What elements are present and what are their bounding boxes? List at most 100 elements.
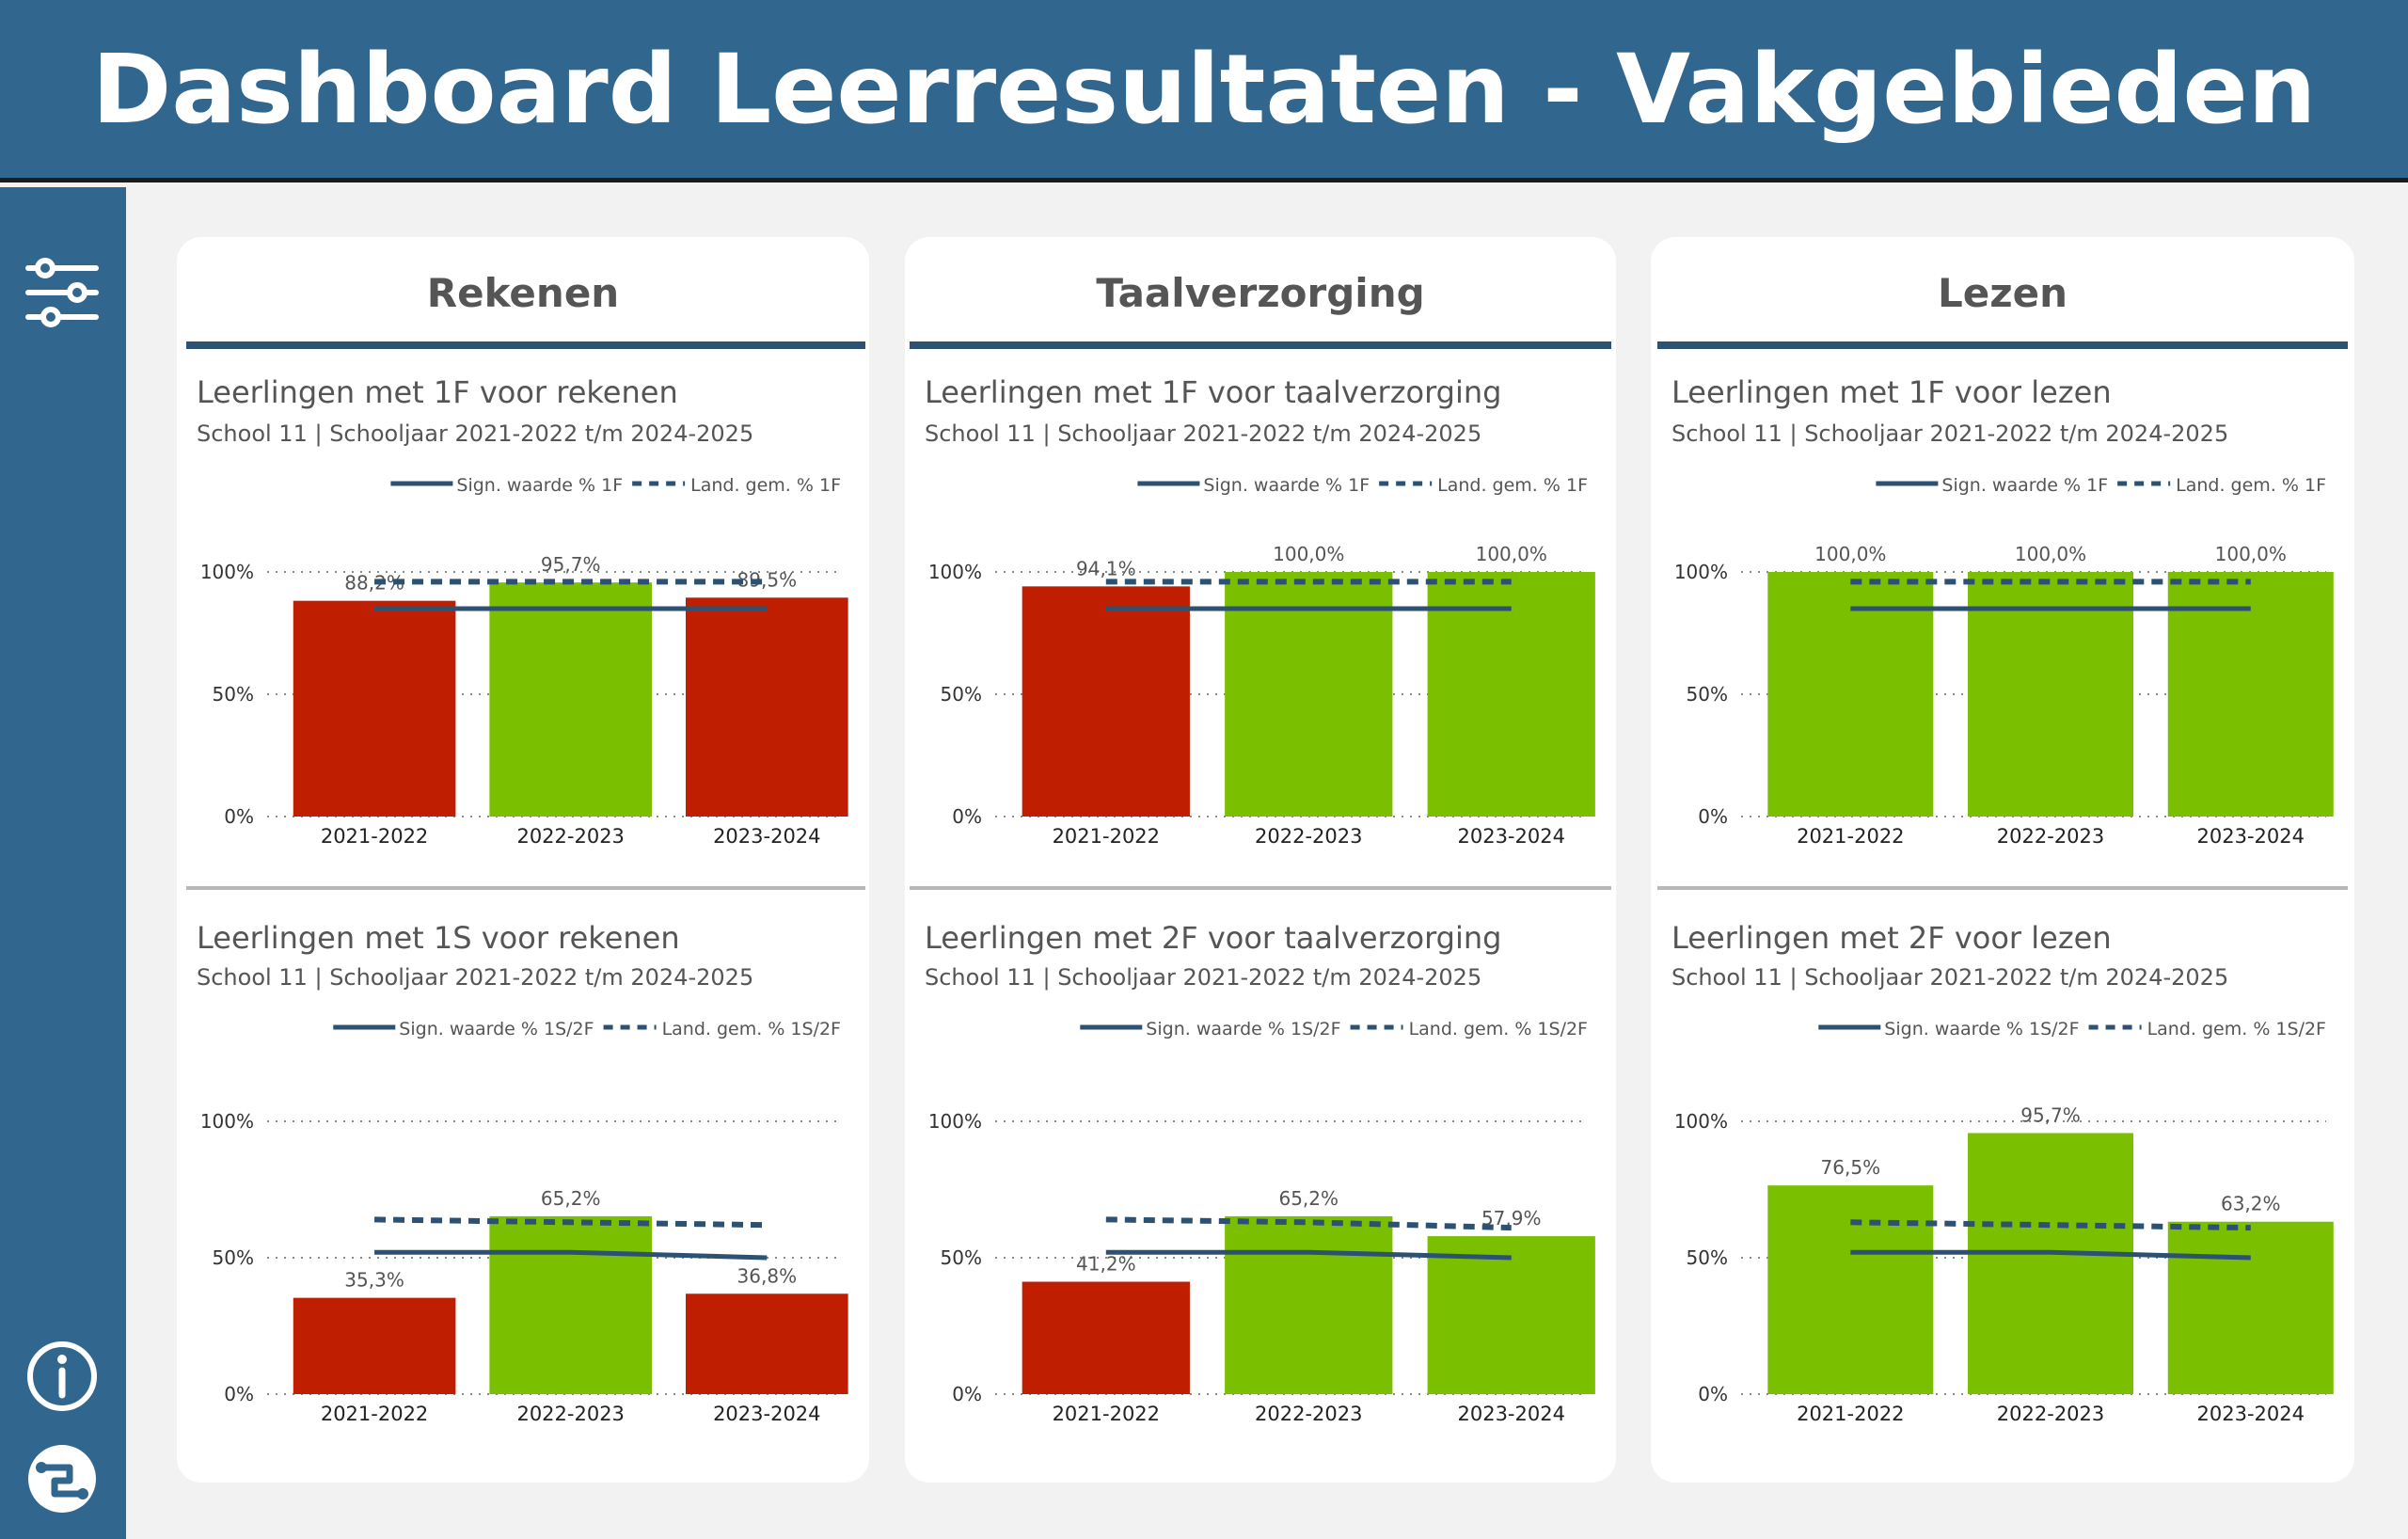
chart-taalverzorging-1f: Land. gem. % 1F Sign. waarde % 1F 0% 50% 100… xyxy=(928,475,1595,848)
y-tick-label: 50% xyxy=(941,683,982,706)
page-title: Dashboard Leerresultaten - Vakgebieden xyxy=(91,34,2317,146)
chart-subtitle: School 11 | Schooljaar 2021-2022 t/m 202… xyxy=(1671,964,2229,991)
y-tick-label: 50% xyxy=(213,1246,254,1269)
chart-legend: Land. gem. % 1F Sign. waarde % 1F xyxy=(1876,475,2326,496)
legend-label-average: Land. gem. % 1F xyxy=(690,475,841,496)
legend-label-average: Land. gem. % 1S/2F xyxy=(1409,1019,1588,1039)
y-tick-label: 50% xyxy=(1687,683,1728,706)
legend-label-signal: Sign. waarde % 1S/2F xyxy=(1146,1019,1340,1039)
chart-subtitle: School 11 | Schooljaar 2021-2022 t/m 202… xyxy=(925,964,1482,991)
signal-line xyxy=(374,1249,768,1261)
logo-icon[interactable] xyxy=(23,1439,102,1518)
x-tick-label: 2022-2023 xyxy=(1255,1403,1362,1425)
bar xyxy=(489,1215,653,1394)
x-tick-label: 2023-2024 xyxy=(713,1403,820,1425)
data-label: 100,0% xyxy=(2015,543,2086,565)
legend-label-average: Land. gem. % 1F xyxy=(2176,475,2326,496)
x-tick-label: 2021-2022 xyxy=(1053,825,1160,848)
bar xyxy=(1022,586,1190,817)
legend-label-signal: Sign. waarde % 1S/2F xyxy=(399,1019,594,1039)
x-tick-label: 2023-2024 xyxy=(713,825,820,848)
x-tick-label: 2022-2023 xyxy=(516,825,624,848)
x-tick-label: 2023-2024 xyxy=(2197,1403,2305,1425)
y-tick-label: 0% xyxy=(224,805,254,828)
data-label: 63,2% xyxy=(2221,1193,2281,1215)
card-title-taalverzorging: Taalverzorging xyxy=(1096,270,1425,316)
chart-legend: Land. gem. % 1F Sign. waarde % 1F xyxy=(390,475,841,496)
chart-subtitle: School 11 | Schooljaar 2021-2022 t/m 202… xyxy=(197,420,754,447)
chart-separator-taalverzorging xyxy=(910,886,1611,890)
card-divider-lezen xyxy=(1657,341,2348,349)
bar xyxy=(1427,1236,1595,1394)
legend-label-signal: Sign. waarde % 1F xyxy=(1941,475,2108,496)
bar xyxy=(489,582,653,817)
bar xyxy=(1968,1133,2134,1394)
y-tick-label: 100% xyxy=(200,561,254,583)
x-tick-label: 2021-2022 xyxy=(321,825,428,848)
chart-subtitle: School 11 | Schooljaar 2021-2022 t/m 202… xyxy=(197,964,754,991)
y-tick-label: 50% xyxy=(941,1246,982,1269)
info-icon[interactable] xyxy=(23,1337,102,1416)
bar xyxy=(1767,1185,1934,1394)
y-tick-label: 100% xyxy=(200,1110,254,1133)
filter-sliders-icon[interactable] xyxy=(23,253,102,332)
chart-taalverzorging-2f: Land. gem. % 1S/2F Sign. waarde % 1S/2F 0%… xyxy=(928,1019,1595,1425)
chart-title: Leerlingen met 1F voor rekenen xyxy=(197,374,678,410)
x-tick-label: 2021-2022 xyxy=(1797,1403,1904,1425)
data-label: 89,5% xyxy=(737,568,798,591)
y-tick-label: 0% xyxy=(952,1383,982,1405)
chart-rekenen-1f: Land. gem. % 1F Sign. waarde % 1F 0% 50% 100… xyxy=(200,475,848,848)
chart-subtitle: School 11 | Schooljaar 2021-2022 t/m 202… xyxy=(1671,420,2229,447)
average-line xyxy=(374,1216,768,1229)
legend-label-signal: Sign. waarde % 1S/2F xyxy=(1884,1019,2079,1039)
legend-label-average: Land. gem. % 1S/2F xyxy=(662,1019,841,1039)
bar xyxy=(685,597,848,817)
average-line xyxy=(1105,1216,1512,1231)
chart-title: Leerlingen met 1F voor lezen xyxy=(1671,374,2112,410)
data-label: 41,2% xyxy=(1076,1253,1136,1276)
bar xyxy=(293,600,456,817)
bar xyxy=(1022,1281,1190,1394)
chart-title: Leerlingen met 2F voor taalverzorging xyxy=(925,920,1502,956)
data-label: 35,3% xyxy=(344,1269,404,1292)
data-label: 65,2% xyxy=(541,1187,601,1210)
y-tick-label: 0% xyxy=(1698,805,1728,828)
data-label: 65,2% xyxy=(1278,1187,1339,1210)
chart-legend: Land. gem. % 1F Sign. waarde % 1F xyxy=(1137,475,1588,496)
data-label: 100,0% xyxy=(1814,543,1886,565)
chart-lezen-2f: Land. gem. % 1S/2F Sign. waarde % 1S/2F 0%… xyxy=(1674,1019,2334,1425)
y-tick-label: 0% xyxy=(952,805,982,828)
x-tick-label: 2023-2024 xyxy=(1457,1403,1564,1425)
x-tick-label: 2023-2024 xyxy=(2197,825,2305,848)
y-tick-label: 100% xyxy=(928,561,982,583)
bar xyxy=(293,1297,456,1394)
chart-separator-rekenen xyxy=(186,886,865,890)
chart-rekenen-1s: Land. gem. % 1S/2F Sign. waarde % 1S/2F 0%… xyxy=(200,1019,848,1425)
header-bar: Dashboard Leerresultaten - Vakgebieden xyxy=(0,0,2408,182)
bar xyxy=(1225,572,1393,817)
data-label: 100,0% xyxy=(1273,543,1344,565)
data-label: 36,8% xyxy=(737,1264,798,1287)
average-line xyxy=(1850,1219,2251,1231)
x-tick-label: 2021-2022 xyxy=(1053,1403,1160,1425)
signal-line xyxy=(1850,1249,2251,1261)
data-label: 100,0% xyxy=(1476,543,1547,565)
chart-title: Leerlingen met 2F voor lezen xyxy=(1671,920,2112,956)
y-tick-label: 0% xyxy=(1698,1383,1728,1405)
card-title-rekenen: Rekenen xyxy=(426,270,620,316)
x-tick-label: 2022-2023 xyxy=(516,1403,624,1425)
data-label: 95,7% xyxy=(541,553,601,576)
legend-label-signal: Sign. waarde % 1F xyxy=(1203,475,1370,496)
chart-legend: Land. gem. % 1S/2F Sign. waarde % 1S/2F xyxy=(1080,1019,1588,1039)
x-tick-label: 2023-2024 xyxy=(1457,825,1564,848)
x-tick-label: 2021-2022 xyxy=(321,1403,428,1425)
data-label: 76,5% xyxy=(1821,1156,1881,1179)
chart-legend: Land. gem. % 1S/2F Sign. waarde % 1S/2F xyxy=(1818,1019,2326,1039)
bar xyxy=(1427,572,1595,817)
chart-legend: Land. gem. % 1S/2F Sign. waarde % 1S/2F xyxy=(333,1019,841,1039)
bar xyxy=(1225,1215,1393,1394)
x-tick-label: 2022-2023 xyxy=(1997,825,2104,848)
y-tick-label: 100% xyxy=(1674,561,1728,583)
y-tick-label: 100% xyxy=(1674,1110,1728,1133)
card-title-lezen: Lezen xyxy=(1937,270,2068,316)
